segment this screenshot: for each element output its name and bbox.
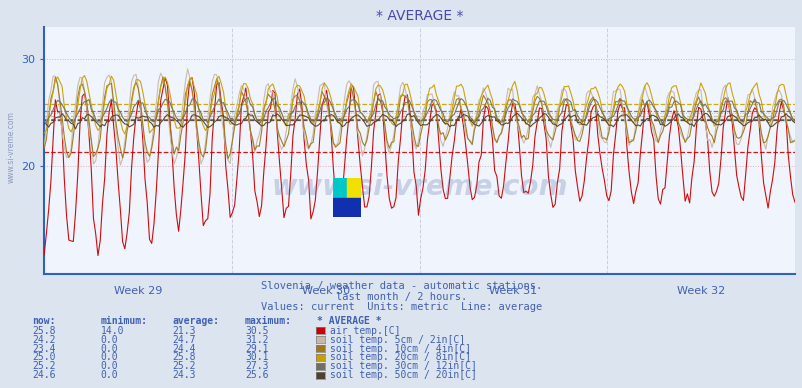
Text: 0.0: 0.0	[100, 361, 118, 371]
Bar	[333, 198, 361, 217]
Text: * AVERAGE *: * AVERAGE *	[317, 316, 381, 326]
Text: 23.4: 23.4	[32, 343, 55, 353]
Text: 0.0: 0.0	[100, 334, 118, 345]
Text: 31.2: 31.2	[245, 334, 268, 345]
Text: now:: now:	[32, 316, 55, 326]
Text: Slovenia / weather data - automatic stations.: Slovenia / weather data - automatic stat…	[261, 281, 541, 291]
Text: soil temp. 30cm / 12in[C]: soil temp. 30cm / 12in[C]	[330, 361, 476, 371]
Text: soil temp. 20cm / 8in[C]: soil temp. 20cm / 8in[C]	[330, 352, 471, 362]
Text: 24.7: 24.7	[172, 334, 196, 345]
Text: maximum:: maximum:	[245, 316, 292, 326]
Text: minimum:: minimum:	[100, 316, 148, 326]
Text: soil temp. 5cm / 2in[C]: soil temp. 5cm / 2in[C]	[330, 334, 464, 345]
Text: soil temp. 10cm / 4in[C]: soil temp. 10cm / 4in[C]	[330, 343, 471, 353]
Text: www.si-vreme.com: www.si-vreme.com	[271, 173, 567, 201]
Text: 24.4: 24.4	[172, 343, 196, 353]
Text: 25.8: 25.8	[32, 326, 55, 336]
Text: 21.3: 21.3	[172, 326, 196, 336]
Text: 30.1: 30.1	[245, 352, 268, 362]
Text: 25.2: 25.2	[172, 361, 196, 371]
Text: 25.2: 25.2	[32, 361, 55, 371]
Bar	[346, 178, 361, 198]
Text: Values: current  Units: metric  Line: average: Values: current Units: metric Line: aver…	[261, 302, 541, 312]
Text: Week 30: Week 30	[302, 286, 350, 296]
Text: Week 31: Week 31	[488, 286, 537, 296]
Text: www.si-vreme.com: www.si-vreme.com	[6, 111, 15, 184]
Text: Week 32: Week 32	[676, 286, 724, 296]
Bar	[333, 178, 346, 198]
Text: 0.0: 0.0	[100, 370, 118, 380]
Title: * AVERAGE *: * AVERAGE *	[375, 9, 463, 23]
Text: Week 29: Week 29	[114, 286, 162, 296]
Text: 25.6: 25.6	[245, 370, 268, 380]
Text: 24.6: 24.6	[32, 370, 55, 380]
Text: 0.0: 0.0	[100, 343, 118, 353]
Text: last month / 2 hours.: last month / 2 hours.	[335, 291, 467, 301]
Text: 30.5: 30.5	[245, 326, 268, 336]
Text: 25.8: 25.8	[172, 352, 196, 362]
Text: 0.0: 0.0	[100, 352, 118, 362]
Text: 24.2: 24.2	[32, 334, 55, 345]
Text: 29.1: 29.1	[245, 343, 268, 353]
Text: 27.3: 27.3	[245, 361, 268, 371]
Text: 14.0: 14.0	[100, 326, 124, 336]
Text: 25.0: 25.0	[32, 352, 55, 362]
Text: 24.3: 24.3	[172, 370, 196, 380]
Text: soil temp. 50cm / 20in[C]: soil temp. 50cm / 20in[C]	[330, 370, 476, 380]
Text: air temp.[C]: air temp.[C]	[330, 326, 400, 336]
Text: average:: average:	[172, 316, 220, 326]
